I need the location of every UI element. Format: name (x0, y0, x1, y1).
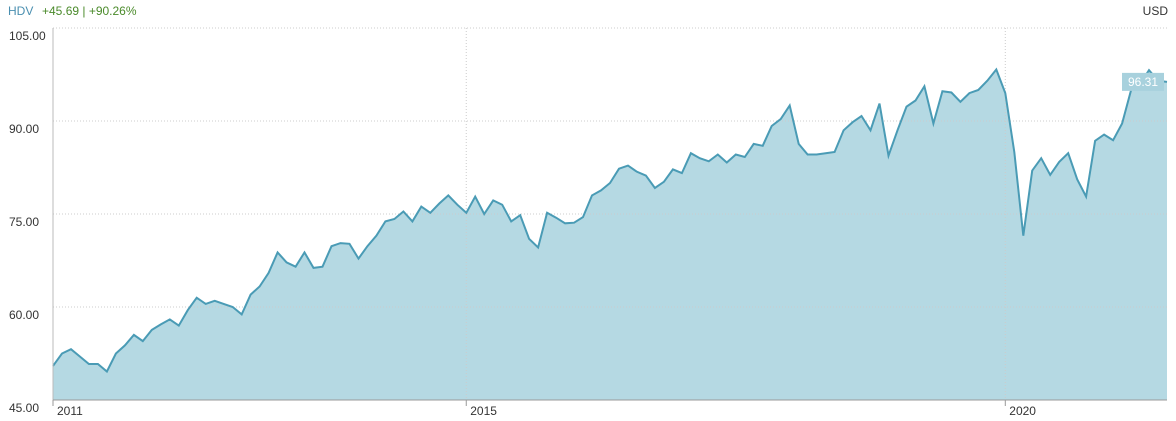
y-tick-label: 75.00 (9, 215, 39, 229)
y-tick-label: 105.00 (9, 29, 46, 43)
currency: USD (1143, 4, 1169, 18)
change: +45.69 | +90.26% (42, 4, 137, 18)
ticker: HDV (8, 4, 33, 18)
y-tick-label: 45.00 (9, 401, 39, 415)
y-tick-label: 60.00 (9, 308, 39, 322)
y-tick-label: 90.00 (9, 122, 39, 136)
line (52, 67, 1168, 374)
area (53, 69, 1167, 400)
x-tick-label: 2015 (470, 404, 497, 418)
last-value-label: 96.31 (1128, 75, 1158, 89)
last-value-box (1122, 72, 1164, 91)
x-tick-label: 2020 (1009, 404, 1036, 418)
x-tick-label: 2011 (57, 404, 83, 418)
